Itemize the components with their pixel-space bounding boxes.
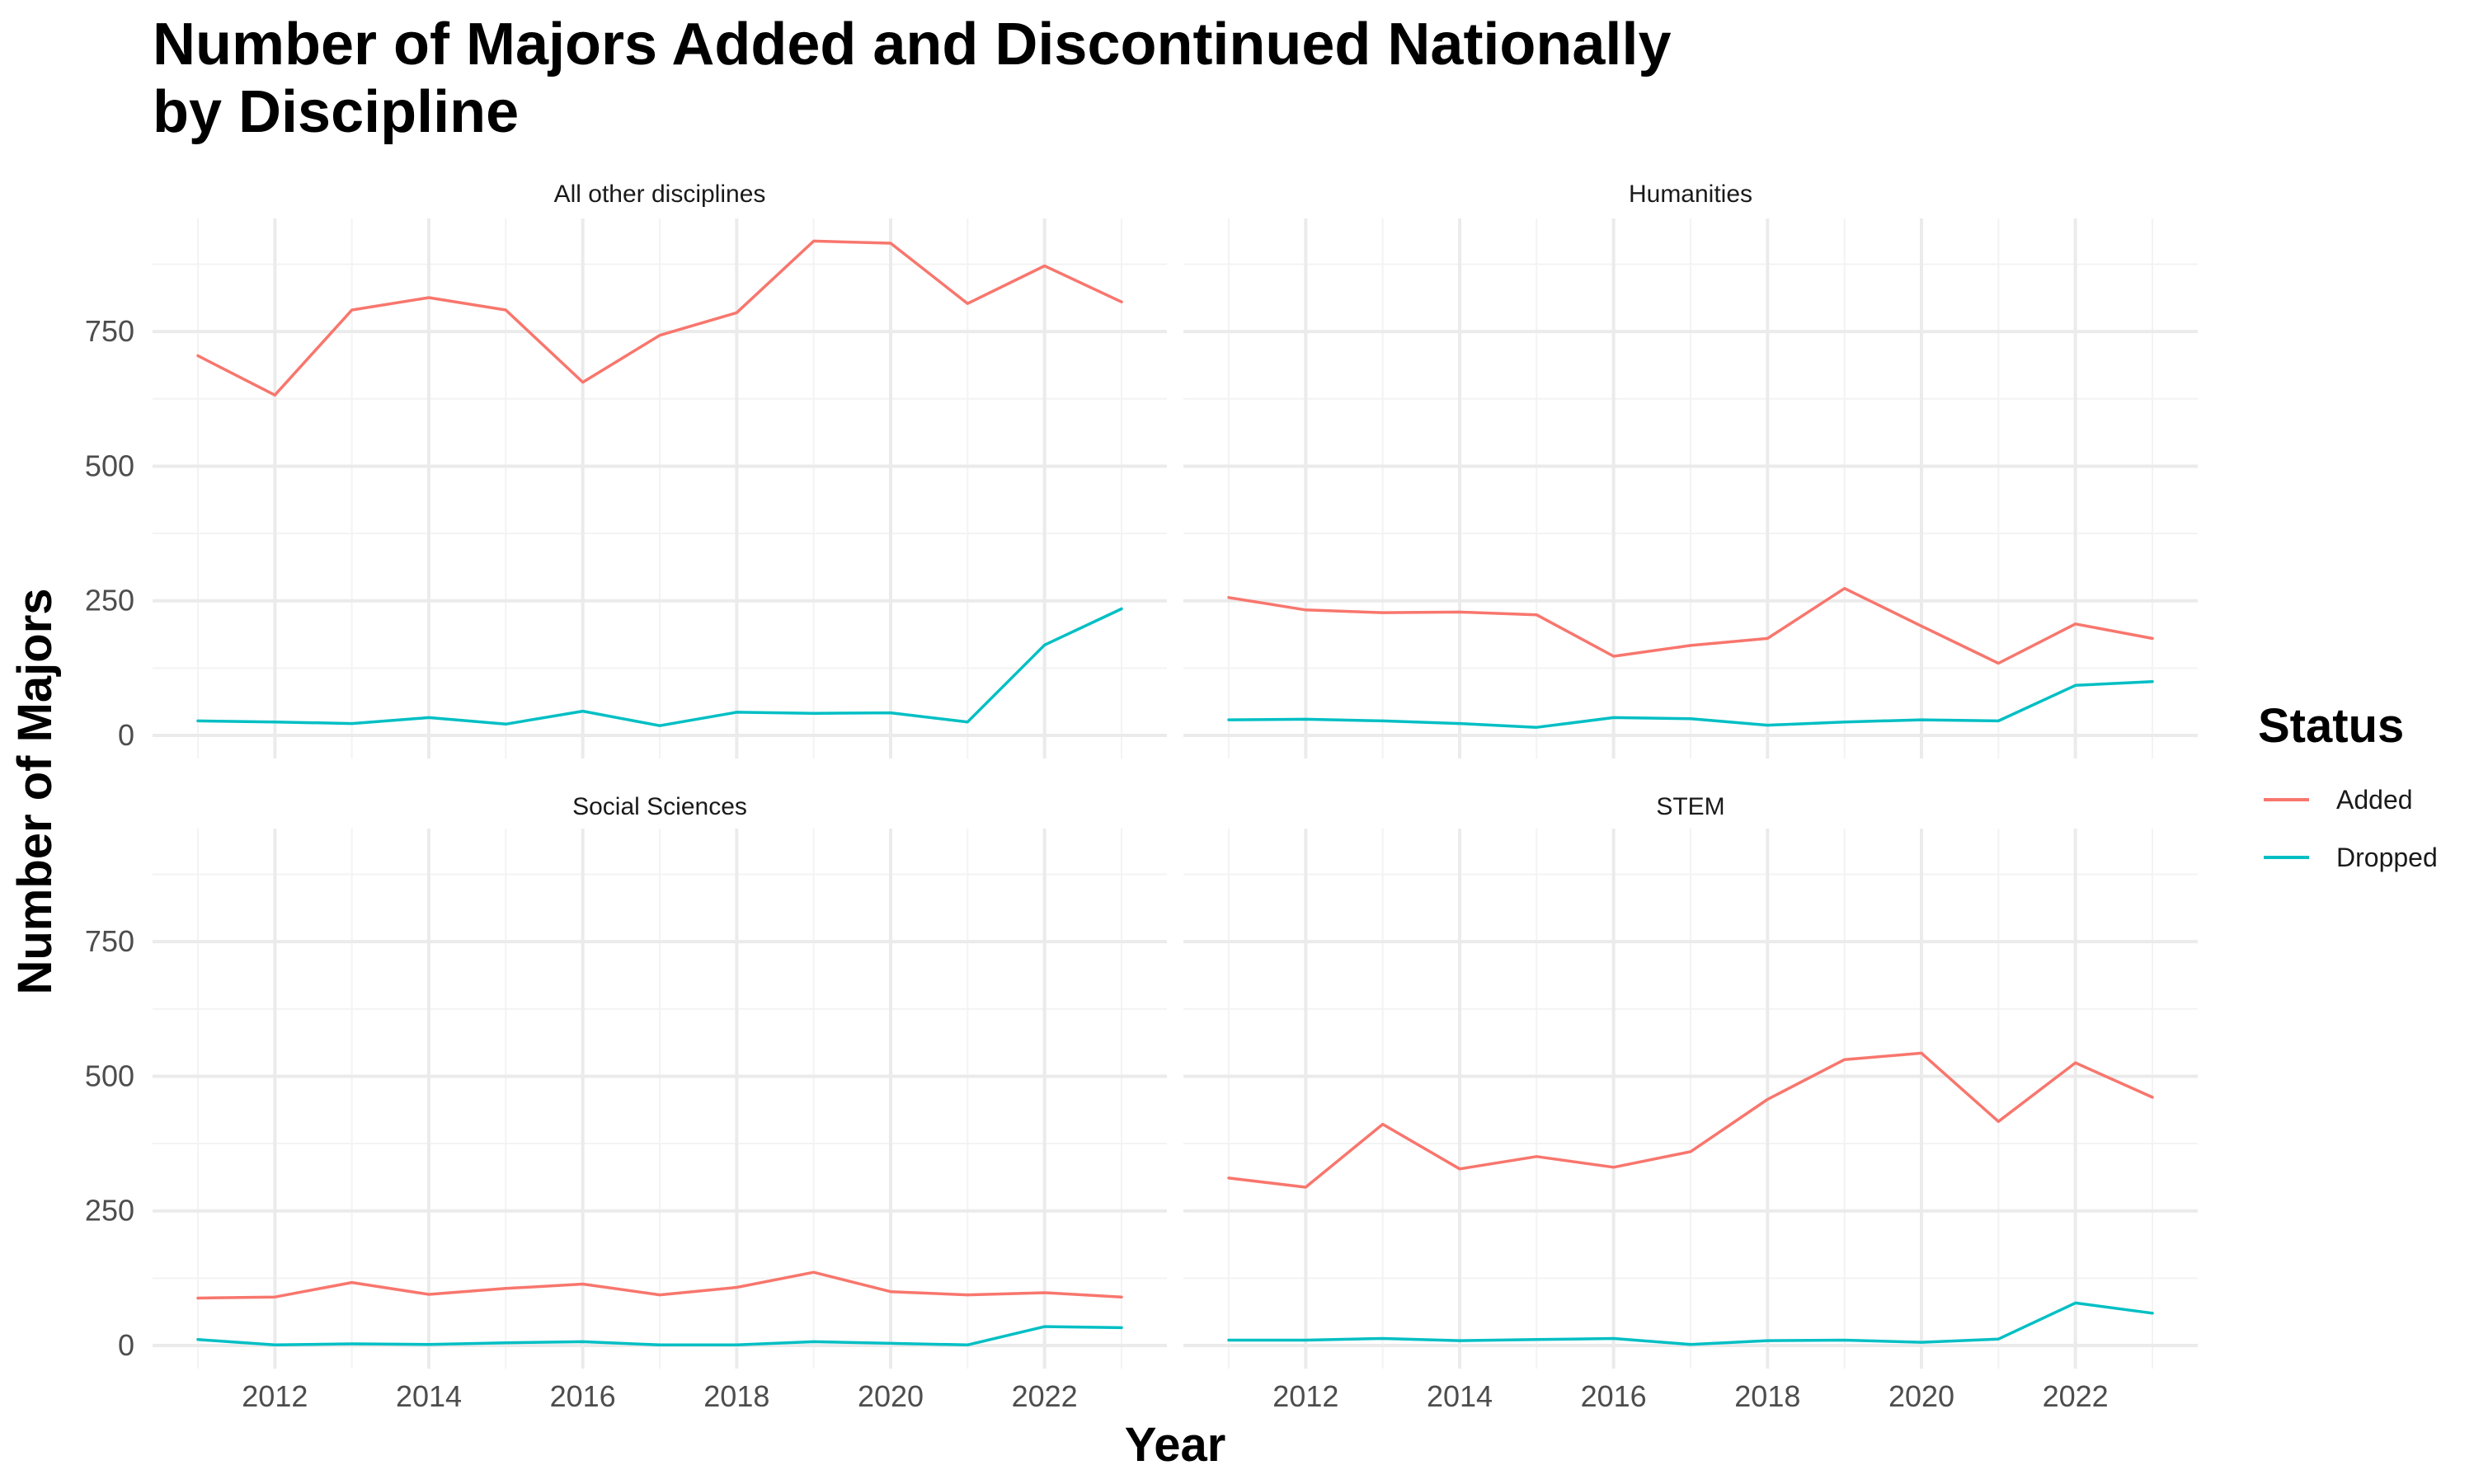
x-tick-label: 2020: [858, 1379, 924, 1413]
y-tick-label: 0: [118, 718, 134, 752]
y-tick-label: 750: [85, 314, 134, 348]
x-tick-label: 2018: [703, 1379, 769, 1413]
series-line-dropped-humanities: [1227, 679, 2154, 729]
y-tick-label: 0: [118, 1328, 134, 1362]
x-tick-label: 2012: [242, 1379, 308, 1413]
legend-label-dropped: Dropped: [2336, 843, 2438, 872]
legend-label-added: Added: [2336, 785, 2413, 815]
panel-humanities: Humanities: [1183, 181, 2198, 758]
series-line-dropped-all-other-disciplines: [196, 607, 1123, 727]
y-tick-label: 500: [85, 448, 134, 482]
series-line-added-all-other-disciplines: [196, 239, 1123, 397]
facet-label-social-sciences: Social Sciences: [572, 793, 747, 820]
facet-panels: All other disciplines 0 250 500 750 Humanitie…: [85, 181, 2198, 1413]
panel-all-other-disciplines: All other disciplines 0 250 500 750: [85, 181, 1167, 758]
x-tick-label: 2022: [2043, 1379, 2109, 1413]
x-tick-label: 2020: [1888, 1379, 1954, 1413]
series-line-dropped-social-sciences: [196, 1325, 1123, 1347]
y-tick-label: 750: [85, 924, 134, 958]
x-tick-label: 2022: [1012, 1379, 1078, 1413]
x-tick-label: 2016: [550, 1379, 616, 1413]
facet-label-stem: STEM: [1656, 793, 1724, 820]
chart-title-line-1: Number of Majors Added and Discontinued …: [153, 12, 1671, 77]
x-tick-label: 2012: [1272, 1379, 1338, 1413]
series-line-added-social-sciences: [196, 1270, 1123, 1300]
x-tick-label: 2018: [1734, 1379, 1800, 1413]
x-axis-title: Year: [1125, 1418, 1226, 1472]
y-tick-label: 250: [85, 1194, 134, 1228]
legend-title: Status: [2258, 699, 2404, 753]
facet-label-humanities: Humanities: [1629, 181, 1752, 208]
y-axis-title: Number of Majors: [8, 588, 62, 994]
y-tick-label: 250: [85, 584, 134, 618]
series-line-added-humanities: [1227, 586, 2154, 665]
series-line-added-stem: [1227, 1051, 2154, 1189]
series-line-dropped-stem: [1227, 1301, 2154, 1346]
facet-label-all-other-disciplines: All other disciplines: [554, 181, 766, 208]
x-tick-label: 2014: [1427, 1379, 1493, 1413]
x-tick-label: 2016: [1581, 1379, 1647, 1413]
y-tick-label: 500: [85, 1059, 134, 1092]
panel-stem: STEM 2012 2014 2016 2018 2020 2022: [1183, 793, 2198, 1413]
x-tick-label: 2014: [396, 1379, 462, 1413]
legend: Status Added Dropped: [2258, 699, 2438, 872]
chart-title-line-2: by Discipline: [153, 79, 519, 145]
panel-social-sciences: Social Sciences 0 250 500 750 2012 2014 2016 201…: [85, 793, 1167, 1413]
